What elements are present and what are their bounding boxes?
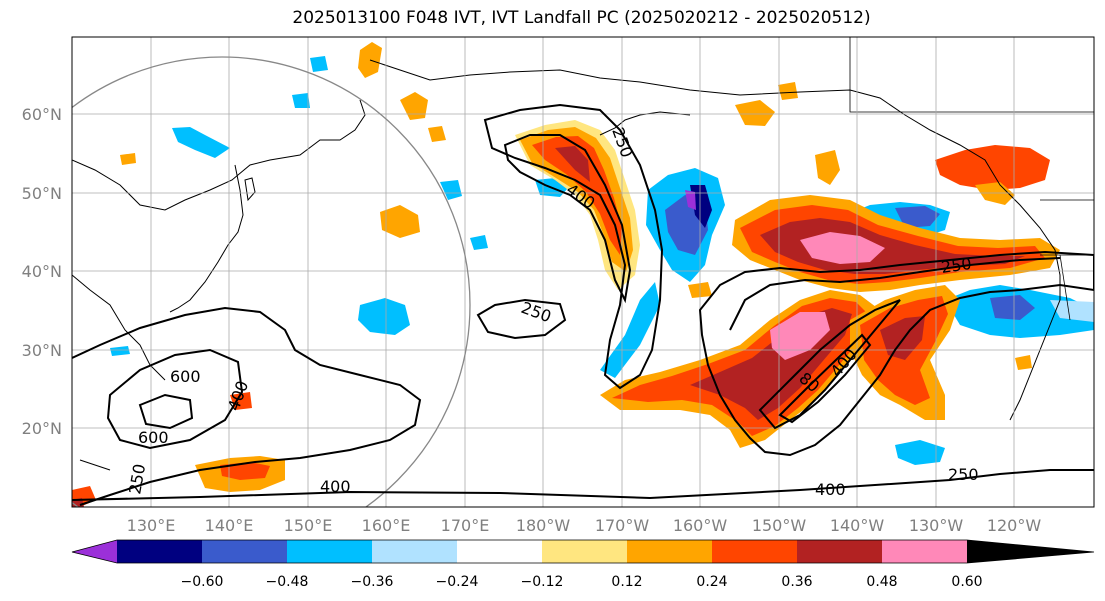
colorbar-segment [457, 540, 542, 563]
contour-label: 400 [320, 477, 351, 496]
contour-label: 600 [170, 367, 201, 386]
longitude-labels: 130°E 140°E 150°E 160°E 170°E 180°W 170°… [127, 516, 1042, 535]
lon-label: 130°E [127, 516, 176, 535]
lon-label: 170°E [441, 516, 490, 535]
colorbar-segment [372, 540, 457, 563]
lon-label: 140°E [205, 516, 254, 535]
lon-label: 160°E [362, 516, 411, 535]
colorbar-tick-label: 0.36 [781, 574, 812, 590]
contour-label: 250 [948, 465, 979, 484]
colorbar-segment [202, 540, 287, 563]
colorbar-segment [627, 540, 712, 563]
colorbar-tick-label: 0.24 [696, 574, 727, 590]
lon-label: 120°W [987, 516, 1042, 535]
lon-label: 130°W [909, 516, 964, 535]
lat-label: 50°N [22, 184, 62, 203]
colorbar [71, 539, 1095, 564]
map-title: 2025013100 F048 IVT, IVT Landfall PC (20… [292, 8, 871, 28]
colorbar-tick-label: −0.48 [266, 574, 309, 590]
lon-label: 150°E [284, 516, 333, 535]
colorbar-tick-label: −0.36 [351, 574, 394, 590]
lon-label: 180°W [516, 516, 571, 535]
lat-label: 60°N [22, 105, 62, 124]
lat-label: 40°N [22, 262, 62, 281]
colorbar-segment [882, 540, 967, 563]
colorbar-tick-label: −0.24 [436, 574, 479, 590]
colorbar-segment [72, 540, 117, 563]
colorbar-segment [287, 540, 372, 563]
map-area: 600 600 400 250 400 250 250 400 250 80 4… [72, 37, 1094, 507]
colorbar-tick-label: −0.12 [521, 574, 564, 590]
contour-label: 400 [815, 480, 846, 499]
colorbar-ticks: −0.60 −0.48 −0.36 −0.24 −0.12 0.12 0.24 … [181, 574, 983, 590]
lon-label: 140°W [830, 516, 885, 535]
map-frame [71, 36, 1095, 508]
contour-label: 250 [940, 254, 973, 277]
lat-label: 20°N [22, 419, 62, 438]
lon-label: 160°W [673, 516, 728, 535]
latitude-labels: 20°N 30°N 40°N 50°N 60°N [22, 105, 62, 438]
reference-circle [72, 56, 471, 507]
lon-label: 170°W [595, 516, 650, 535]
lat-label: 30°N [22, 341, 62, 360]
colorbar-segment [797, 540, 882, 563]
lon-label: 150°W [752, 516, 807, 535]
colorbar-tick-label: −0.60 [181, 574, 224, 590]
colorbar-segment [117, 540, 202, 563]
colorbar-tick-label: 0.60 [951, 574, 982, 590]
colorbar-tick-label: 0.12 [611, 574, 642, 590]
colorbar-segment [542, 540, 627, 563]
colorbar-segment [967, 540, 1094, 563]
ivt-contours [72, 103, 1094, 506]
colorbar-segment [712, 540, 797, 563]
contour-label: 600 [138, 428, 169, 447]
colorbar-tick-label: 0.48 [866, 574, 897, 590]
